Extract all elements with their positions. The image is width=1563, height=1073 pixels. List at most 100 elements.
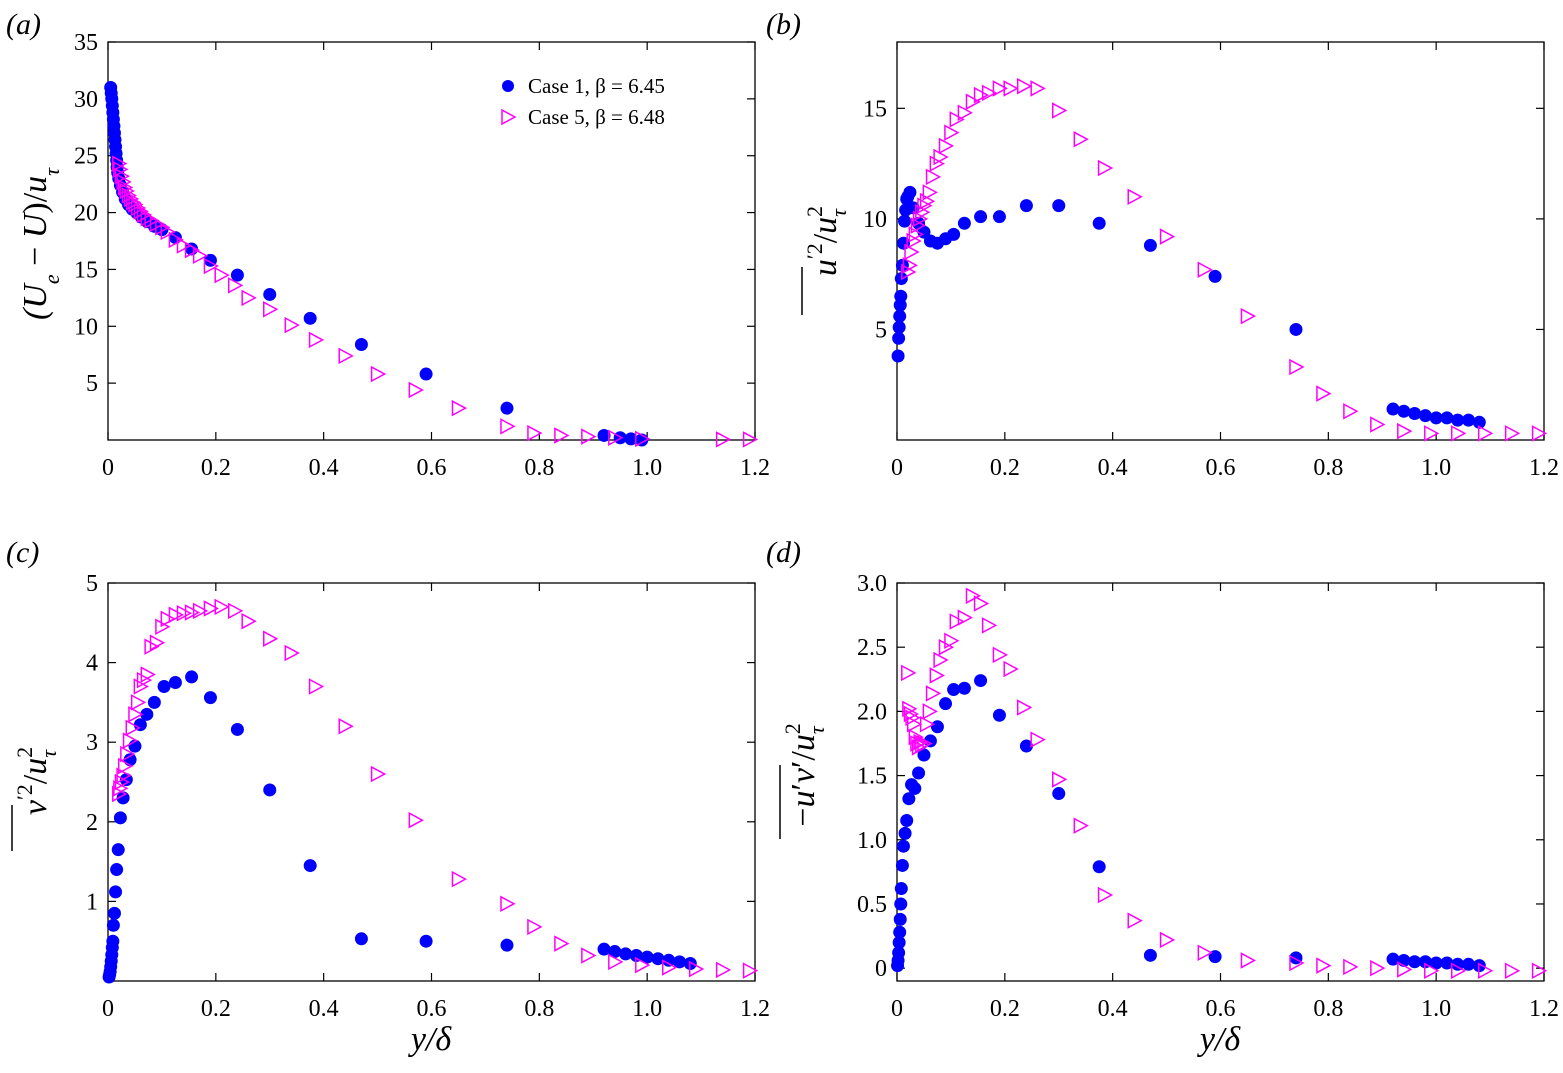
xtick-label-d: 1.2 [1529,996,1559,1022]
point-case1-b [1386,402,1400,416]
point-case1-c [107,906,121,920]
point-case5-d [1424,962,1440,979]
point-case5-d [973,595,990,612]
point-case5-a [114,167,131,185]
point-case5-a [126,194,142,211]
point-case1-c [230,722,244,736]
point-case5-a [192,247,209,265]
point-case1-c [147,695,161,709]
point-case1-c [608,945,622,959]
point-case5-b [1477,425,1494,442]
point-case1-d [894,882,908,896]
xtick-label-a: 0.2 [201,455,231,481]
point-case5-c [203,600,220,617]
point-case5-c [284,644,300,662]
panel-label-b: (b) [766,8,801,41]
point-case5-b [944,124,960,141]
point-case1-d [900,814,914,828]
point-case5-c [144,638,160,655]
panel-label-c: (c) [6,536,39,569]
point-case5-c [112,785,128,803]
point-case1-d [893,912,907,926]
point-case5-d [1343,958,1359,976]
point-case5-a [715,431,732,448]
legend-label-case5: Case 5, β = 6.48 [528,105,665,129]
point-case1-b [892,331,906,345]
point-case1-d [947,683,961,697]
point-case5-a [263,300,279,318]
point-case5-c [140,666,156,683]
xlabel-d: y/δ [1197,1021,1242,1058]
point-case5-a [581,428,597,445]
point-case5-b [1424,425,1440,442]
point-case5-c [408,811,424,829]
point-case5-a [241,289,257,307]
point-case5-b [1197,261,1213,279]
xtick-label-b: 0.8 [1313,455,1343,481]
plot-frame-d [896,582,1545,982]
point-case5-b [1450,425,1467,442]
point-case5-c [451,870,468,888]
point-case1-d [974,674,988,688]
point-case5-c [133,678,149,695]
point-case5-c [500,895,516,913]
point-case1-d [898,826,912,840]
point-case5-d [1073,817,1089,834]
panel-a: (a) 0 0.2 0.4 0.6 0.8 1.0 1.2 5 10 15 20 25 30 35 (Ue… [6,8,770,481]
ytick-label-d: 2.0 [857,699,887,725]
point-case5-b [1370,416,1386,433]
point-case5-d [1240,952,1257,969]
point-case5-b [910,217,927,234]
point-case5-a [176,237,193,254]
point-case5-c [120,745,136,763]
point-case1-c [303,859,317,873]
point-case5-d [925,685,942,702]
xtick-label-c: 0.4 [309,996,339,1022]
point-case1-c [597,942,611,956]
point-case1-c [673,955,687,969]
point-case5-c [125,719,141,737]
point-case1-c [116,791,130,805]
point-case1-c [168,676,182,689]
point-case5-c [160,610,176,628]
ytick-label-c: 2 [86,810,98,836]
point-case1-c [185,670,199,684]
point-case1-d [1451,957,1465,971]
xtick-label-d: 0.8 [1313,996,1343,1022]
point-case5-a [308,331,325,349]
point-case5-a [168,231,184,249]
point-case1-d [1019,739,1033,753]
point-case5-d [906,715,923,733]
point-case5-c [227,602,244,620]
point-case1-c [123,753,137,767]
point-case5-b [973,86,990,104]
point-case5-a [608,429,624,446]
plot-frame-a [107,41,756,441]
ytick-label-b: 10 [863,207,887,233]
point-case1-c [113,811,127,825]
point-case1-d [892,946,906,960]
point-case1-d [957,681,971,695]
point-case5-d [1370,959,1386,977]
point-case1-d [1143,948,1157,962]
point-case5-a [184,241,201,259]
xtick-label-a: 0 [102,455,114,481]
point-case5-b [902,257,918,274]
point-case1-b [992,210,1006,224]
point-case1-c [140,707,154,721]
panel-label-a: (a) [6,8,41,41]
point-case1-d [1208,950,1222,964]
ytick-label-d: 0 [875,956,887,982]
point-case5-a [554,427,570,444]
point-case5-a [451,399,468,417]
point-case5-d [1504,962,1521,979]
point-case5-b [925,168,942,186]
ytick-label-d: 1.0 [857,828,887,854]
point-case1-b [1472,415,1486,429]
point-case5-c [184,604,201,621]
xtick-label-b: 1.2 [1529,455,1559,481]
ytick-label-c: 3 [86,730,98,756]
xtick-label-c: 0.2 [201,996,231,1022]
point-case5-b [901,263,917,281]
